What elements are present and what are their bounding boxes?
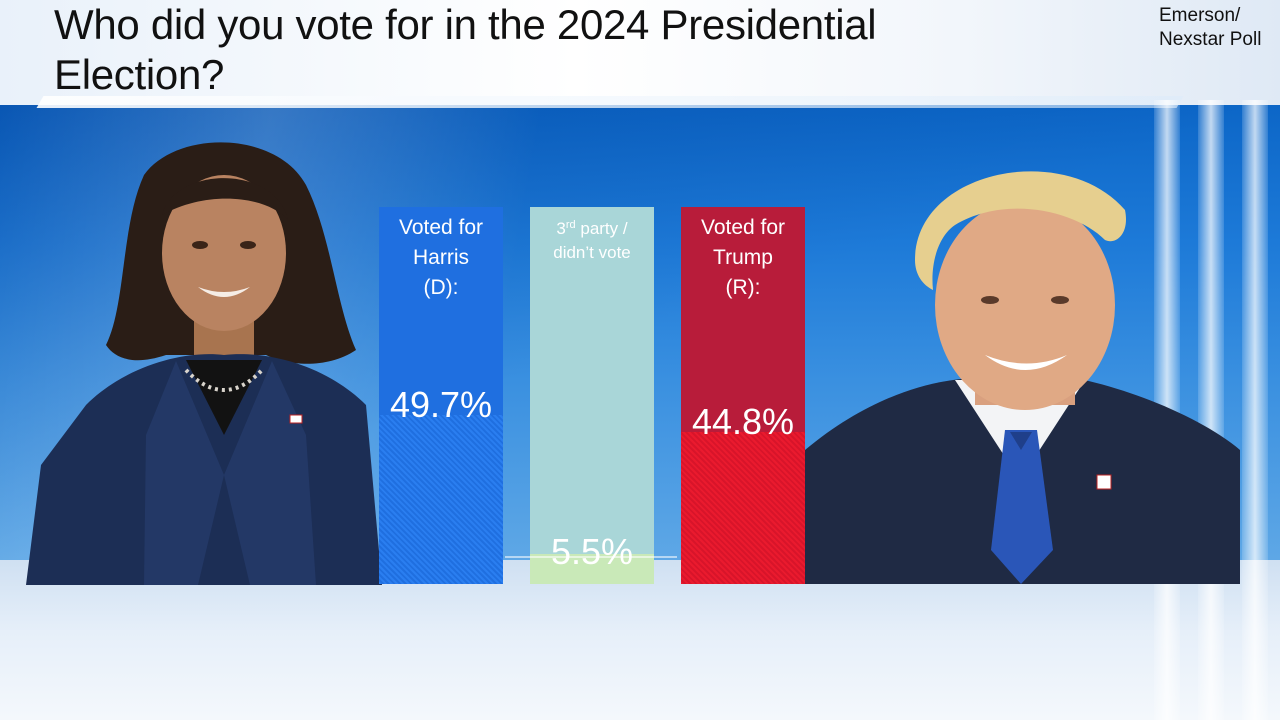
bar-harris-label-line1: Voted for <box>398 216 484 239</box>
bar-third-party-label: 3rd party / didn’t vote <box>530 213 654 265</box>
column <box>1242 100 1268 720</box>
bar-harris: Voted for Harris (D): 49.7% <box>379 207 503 584</box>
bar-third-party-label-line1: 3rd party / <box>530 213 654 241</box>
bar-harris-value: 49.7% <box>389 384 493 425</box>
bar-third-party-header <box>530 207 654 584</box>
bar-third-party-line1-rest: party / <box>575 219 628 238</box>
bar-baseline <box>505 556 677 558</box>
poll-source: Emerson/ Nexstar Poll <box>1159 5 1262 50</box>
bar-trump-label: Voted for Trump (R): <box>681 213 805 303</box>
chart-title: Who did you vote for in the 2024 Preside… <box>54 1 877 98</box>
bar-third-party-value: 5.5% <box>550 531 634 572</box>
bar-harris-fill <box>379 415 503 584</box>
bar-third-party: 3rd party / didn’t vote 5.5% <box>530 207 654 584</box>
bar-trump-label-line3: (R): <box>725 276 761 299</box>
bar-trump-fill <box>681 432 805 584</box>
bar-harris-label: Voted for Harris (D): <box>379 213 503 303</box>
candidate-portrait-left <box>26 135 382 585</box>
header-background <box>0 0 1280 110</box>
bar-trump-value: 44.8% <box>691 401 795 442</box>
bar-third-party-fill <box>530 554 654 584</box>
bar-trump-label-line1: Voted for <box>700 216 786 239</box>
bar-third-party-label-line2: didn’t vote <box>553 243 631 262</box>
bar-trump-label-line2: Trump <box>713 246 773 269</box>
bar-harris-label-line3: (D): <box>423 276 459 299</box>
bar-trump: Voted for Trump (R): 44.8% <box>681 207 805 584</box>
floor-background <box>0 560 1280 720</box>
column <box>1198 100 1224 720</box>
bar-third-party-sup: rd <box>565 219 576 231</box>
bar-harris-label-line2: Harris <box>413 246 469 269</box>
bar-third-party-prefix: 3 <box>556 219 566 238</box>
candidate-portrait-right <box>805 150 1240 584</box>
